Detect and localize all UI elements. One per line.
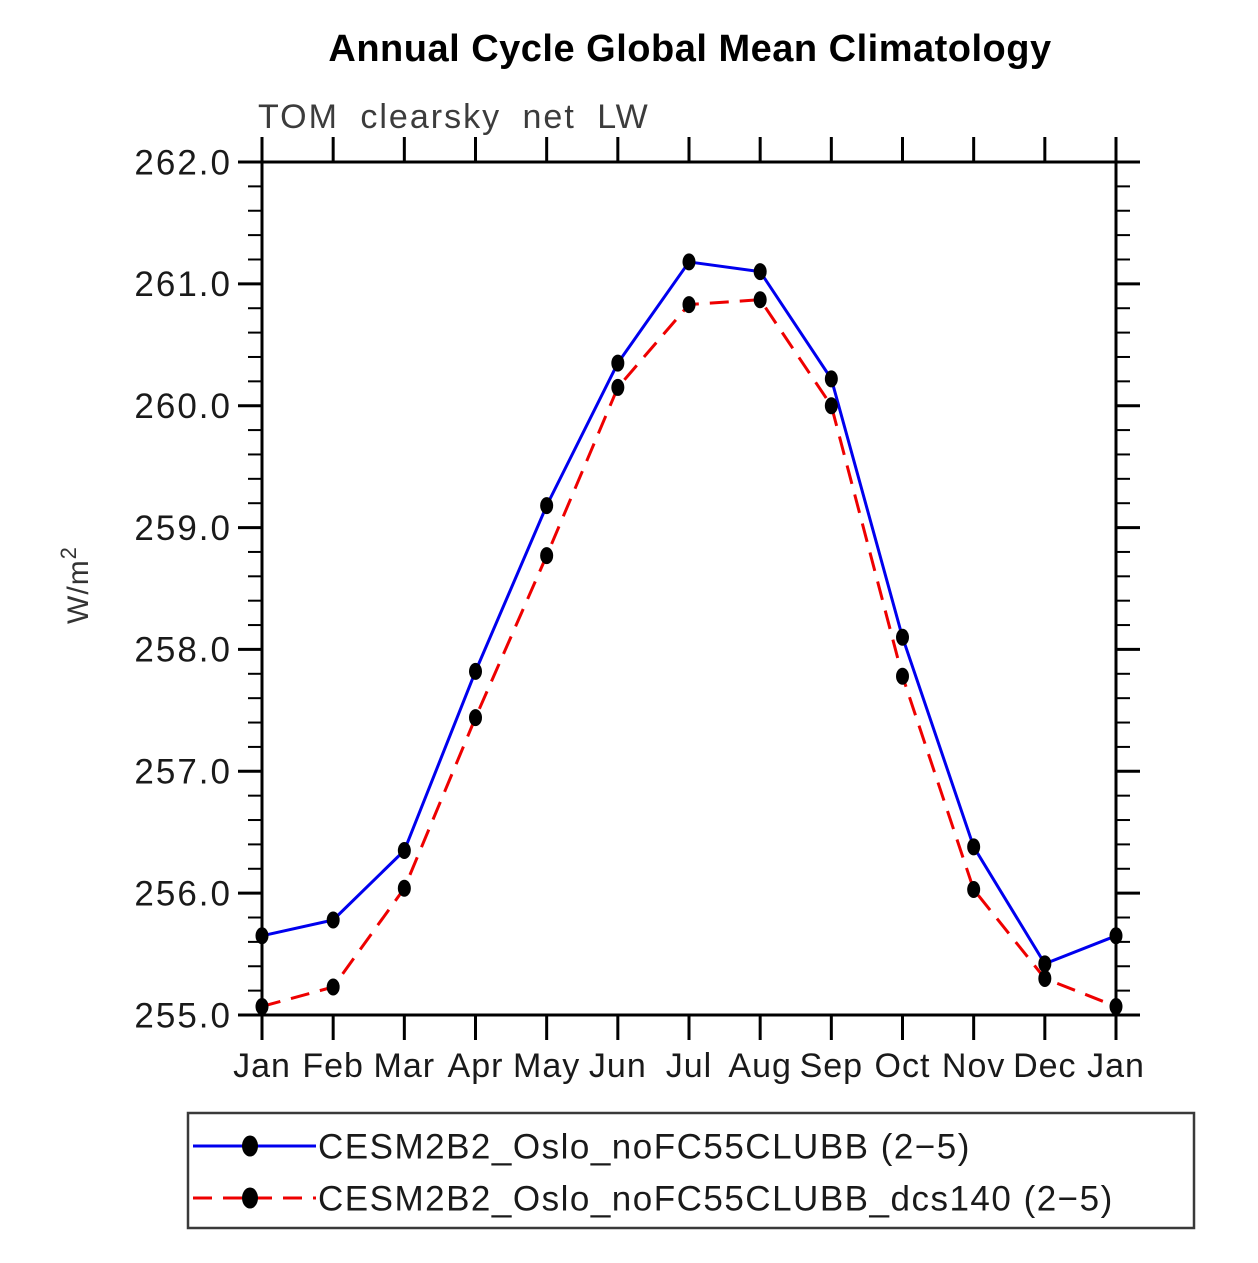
data-point-marker-1 — [326, 978, 340, 996]
data-point-marker-0 — [611, 354, 625, 372]
x-tick-label: Nov — [942, 1047, 1005, 1085]
data-point-marker-0 — [1109, 927, 1123, 945]
data-point-marker-1 — [824, 397, 838, 415]
x-tick-label: Mar — [374, 1047, 436, 1085]
x-tick-label: Sep — [800, 1047, 864, 1085]
data-point-marker-1 — [397, 879, 411, 897]
chart-subtitle: TOM clearsky net LW — [258, 98, 650, 136]
y-tick-label: 260.0 — [134, 387, 232, 426]
x-tick-label: Jul — [666, 1047, 712, 1085]
data-point-marker-0 — [967, 838, 981, 856]
data-point-marker-0 — [469, 662, 482, 680]
x-tick-label: May — [513, 1047, 580, 1085]
legend-label: CESM2B2_Oslo_noFC55CLUBB_dcs140 (2−5) — [318, 1179, 1114, 1218]
data-point-marker-1 — [255, 997, 269, 1015]
x-tick-label: Dec — [1013, 1047, 1076, 1085]
axes: 255.0 256.0 257.0 258.0 259.0 260.0 261.0 262.0… — [134, 137, 1145, 1085]
y-tick-label: 261.0 — [134, 265, 232, 304]
y-tick-label: 259.0 — [134, 509, 232, 548]
data-point-marker-0 — [682, 253, 696, 271]
data-point-marker-1 — [896, 667, 909, 685]
data-series — [255, 253, 1123, 1015]
legend: CESM2B2_Oslo_noFC55CLUBB (2−5) CESM2B2_Os… — [186, 1111, 1196, 1230]
chart-title: Annual Cycle Global Mean Climatology — [328, 28, 1051, 70]
data-point-marker-0 — [1038, 955, 1052, 973]
y-tick-label: 262.0 — [134, 143, 232, 182]
data-point-marker-1 — [967, 880, 981, 898]
data-point-marker-0 — [255, 927, 269, 945]
legend-marker — [242, 1187, 258, 1209]
legend-box — [186, 1111, 1196, 1230]
data-point-marker-0 — [753, 263, 767, 281]
data-point-marker-1 — [611, 378, 625, 396]
data-point-marker-0 — [326, 911, 340, 929]
data-point-marker-0 — [540, 497, 554, 515]
x-tick-label: Jan — [1087, 1047, 1145, 1085]
x-tick-label: Feb — [302, 1047, 364, 1085]
data-point-marker-0 — [824, 370, 838, 388]
y-tick-label: 255.0 — [134, 996, 232, 1035]
data-point-marker-1 — [1109, 997, 1123, 1015]
series-line-0 — [261, 260, 1117, 966]
legend-label: CESM2B2_Oslo_noFC55CLUBB (2−5) — [318, 1127, 971, 1166]
data-point-marker-1 — [540, 547, 554, 565]
x-tick-label: Apr — [448, 1047, 504, 1085]
data-point-marker-1 — [469, 709, 482, 727]
data-point-marker-1 — [1038, 969, 1052, 987]
data-point-marker-1 — [753, 291, 767, 309]
x-tick-label: Jun — [589, 1047, 647, 1085]
series-line-1 — [261, 298, 1117, 1008]
legend-marker — [242, 1135, 258, 1157]
data-point-marker-0 — [397, 841, 411, 859]
data-point-marker-1 — [682, 296, 696, 314]
x-tick-label: Jan — [233, 1047, 291, 1085]
y-axis-title: W/m2 — [56, 546, 95, 624]
x-tick-label: Oct — [875, 1047, 931, 1085]
y-tick-label: 256.0 — [134, 874, 232, 913]
x-tick-label: Aug — [728, 1047, 792, 1085]
data-point-marker-0 — [896, 628, 909, 646]
y-tick-label: 257.0 — [134, 753, 232, 792]
y-tick-label: 258.0 — [134, 631, 232, 670]
